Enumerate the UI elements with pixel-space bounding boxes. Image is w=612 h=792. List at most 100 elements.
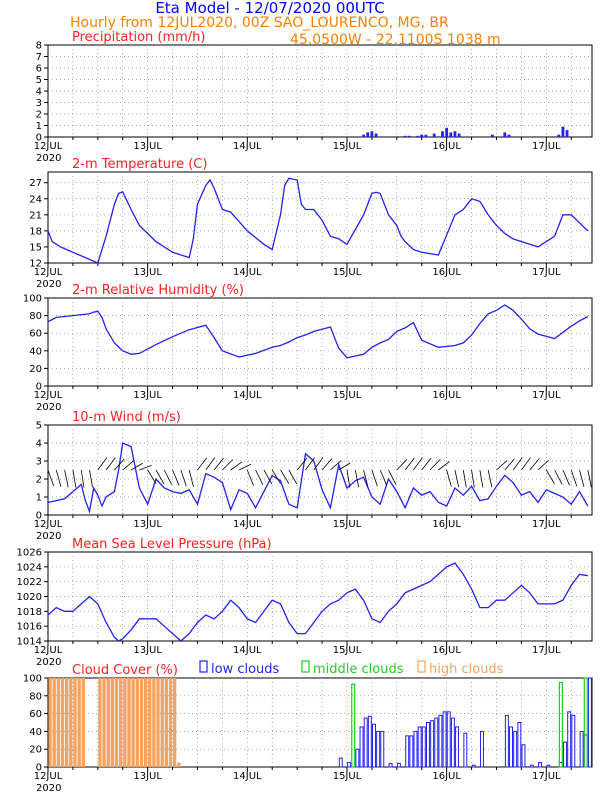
x-tick-label: 17JUL [532,141,561,152]
y-tick-label: 24 [29,194,42,205]
high-cloud-bar [48,678,52,767]
x-tick-label: 13JUL [133,141,162,152]
low-cloud-bar [421,726,426,768]
wind-arrow [496,460,508,471]
model-title: Eta Model - 12/07/2020 00UTC [155,0,384,17]
precip-bar [457,133,461,137]
low-cloud-bar [529,764,534,768]
high-cloud-bar [131,678,135,767]
plot-frame [47,297,593,387]
high-cloud-bar [52,678,56,767]
precip-bar [362,134,366,137]
wind-arrow [55,469,62,487]
low-cloud-bar [425,722,430,768]
low-cloud-bar [517,722,522,768]
low-cloud-bar [442,711,447,768]
wind-arrow [188,469,194,488]
low-cloud-bar [479,730,484,768]
wind-arrow [313,457,324,471]
y-tick-label: 80 [29,691,42,702]
low-cloud-bar [471,764,476,768]
x-tick-label: 14JUL [233,267,262,278]
high-cloud-bar [69,678,73,767]
y-tick-label: 20 [29,745,42,756]
low-cloud-bar [546,764,551,768]
wind-arrow [263,469,273,485]
middle-clouds-legend-swatch [301,660,310,673]
wind-arrow [471,469,475,488]
wind-arrow [363,469,369,488]
y-tick-label: 40 [29,346,42,357]
precip-bar [503,132,507,137]
wind-arrow [89,469,93,488]
y-tick-label: 100 [23,674,42,685]
y-tick-label: 5 [36,421,42,432]
plot-frame [47,171,593,264]
x-tick-label: 15JUL [333,141,362,152]
high-cloud-bar [172,678,177,767]
y-tick-label: 60 [29,329,42,340]
low-cloud-bar [355,748,360,768]
low-cloud-bar [538,762,543,768]
precip-bar [449,132,453,137]
panel-6: 0 20 40 60 80 100 12JUL 13JUL 14JUL 15JUL 16JUL 17J… [23,663,593,792]
wind-arrow [213,457,224,471]
x-tick-label: 16JUL [432,519,461,530]
x-tick-label: 14JUL [233,390,262,401]
middle-cloud-bar [351,683,356,768]
high-cloud-bar [164,678,169,767]
low-cloud-bar [455,726,460,768]
high-cloud-bar [148,678,152,767]
low-cloud-bar [396,762,401,768]
wind-arrow [246,469,254,486]
year-label: 2020 [36,279,61,290]
wind-arrow [462,469,467,488]
high-cloud-bar [139,678,144,767]
y-tick-label: 8 [36,41,42,52]
y-tick-label: 1026 [17,548,42,559]
precip-bar [366,132,370,137]
low-cloud-bar [446,711,451,768]
low-cloud-bar [405,735,410,768]
low-cloud-bar [509,726,513,768]
precip-bar [445,127,449,137]
wind-arrow [97,457,108,471]
x-tick-label: 13JUL [133,267,162,278]
wind-arrow [163,469,173,485]
high-cloud-bar [177,762,181,767]
middle-cloud-bar [583,677,588,768]
low-cloud-bar [463,732,468,768]
low-cloud-bar [413,730,418,768]
wind-arrow [305,457,315,471]
wind-arrow [155,469,165,485]
low-cloud-bar [438,714,443,768]
year-label: 2020 [36,531,61,542]
precip-bar [420,134,424,137]
x-tick-label: 17JUL [532,390,561,401]
wind-arrow [504,458,515,471]
high-cloud-bar [110,678,115,767]
wind-arrow [271,469,281,484]
precip-bar [507,134,511,137]
y-tick-label: 3 [36,457,42,468]
panel-title: Cloud Cover (%) [72,663,178,678]
wind-arrow [446,469,452,487]
wind-arrow [280,469,290,484]
y-tick-label: 3 [36,98,42,109]
wind-arrow [122,460,134,471]
panel-2: 12 15 18 21 24 27 12JUL 13JUL 14JUL 15JUL 16JUL 17J… [29,157,593,290]
wind-arrow [529,458,540,471]
wind-arrow [421,457,432,471]
low-cloud-bar [450,717,455,768]
x-tick-label: 16JUL [432,267,461,278]
low-clouds-legend-swatch [199,660,208,673]
low-cloud-bar [367,715,372,768]
precip-bar [416,135,419,137]
low-cloud-bar [513,730,518,768]
wind-arrow [479,469,484,488]
wind-arrow [570,469,578,487]
x-tick-label: 15JUL [333,519,362,530]
middle-clouds-legend-label: middle clouds [313,662,404,677]
plot-frame [47,677,593,768]
precip-bar [561,126,565,137]
